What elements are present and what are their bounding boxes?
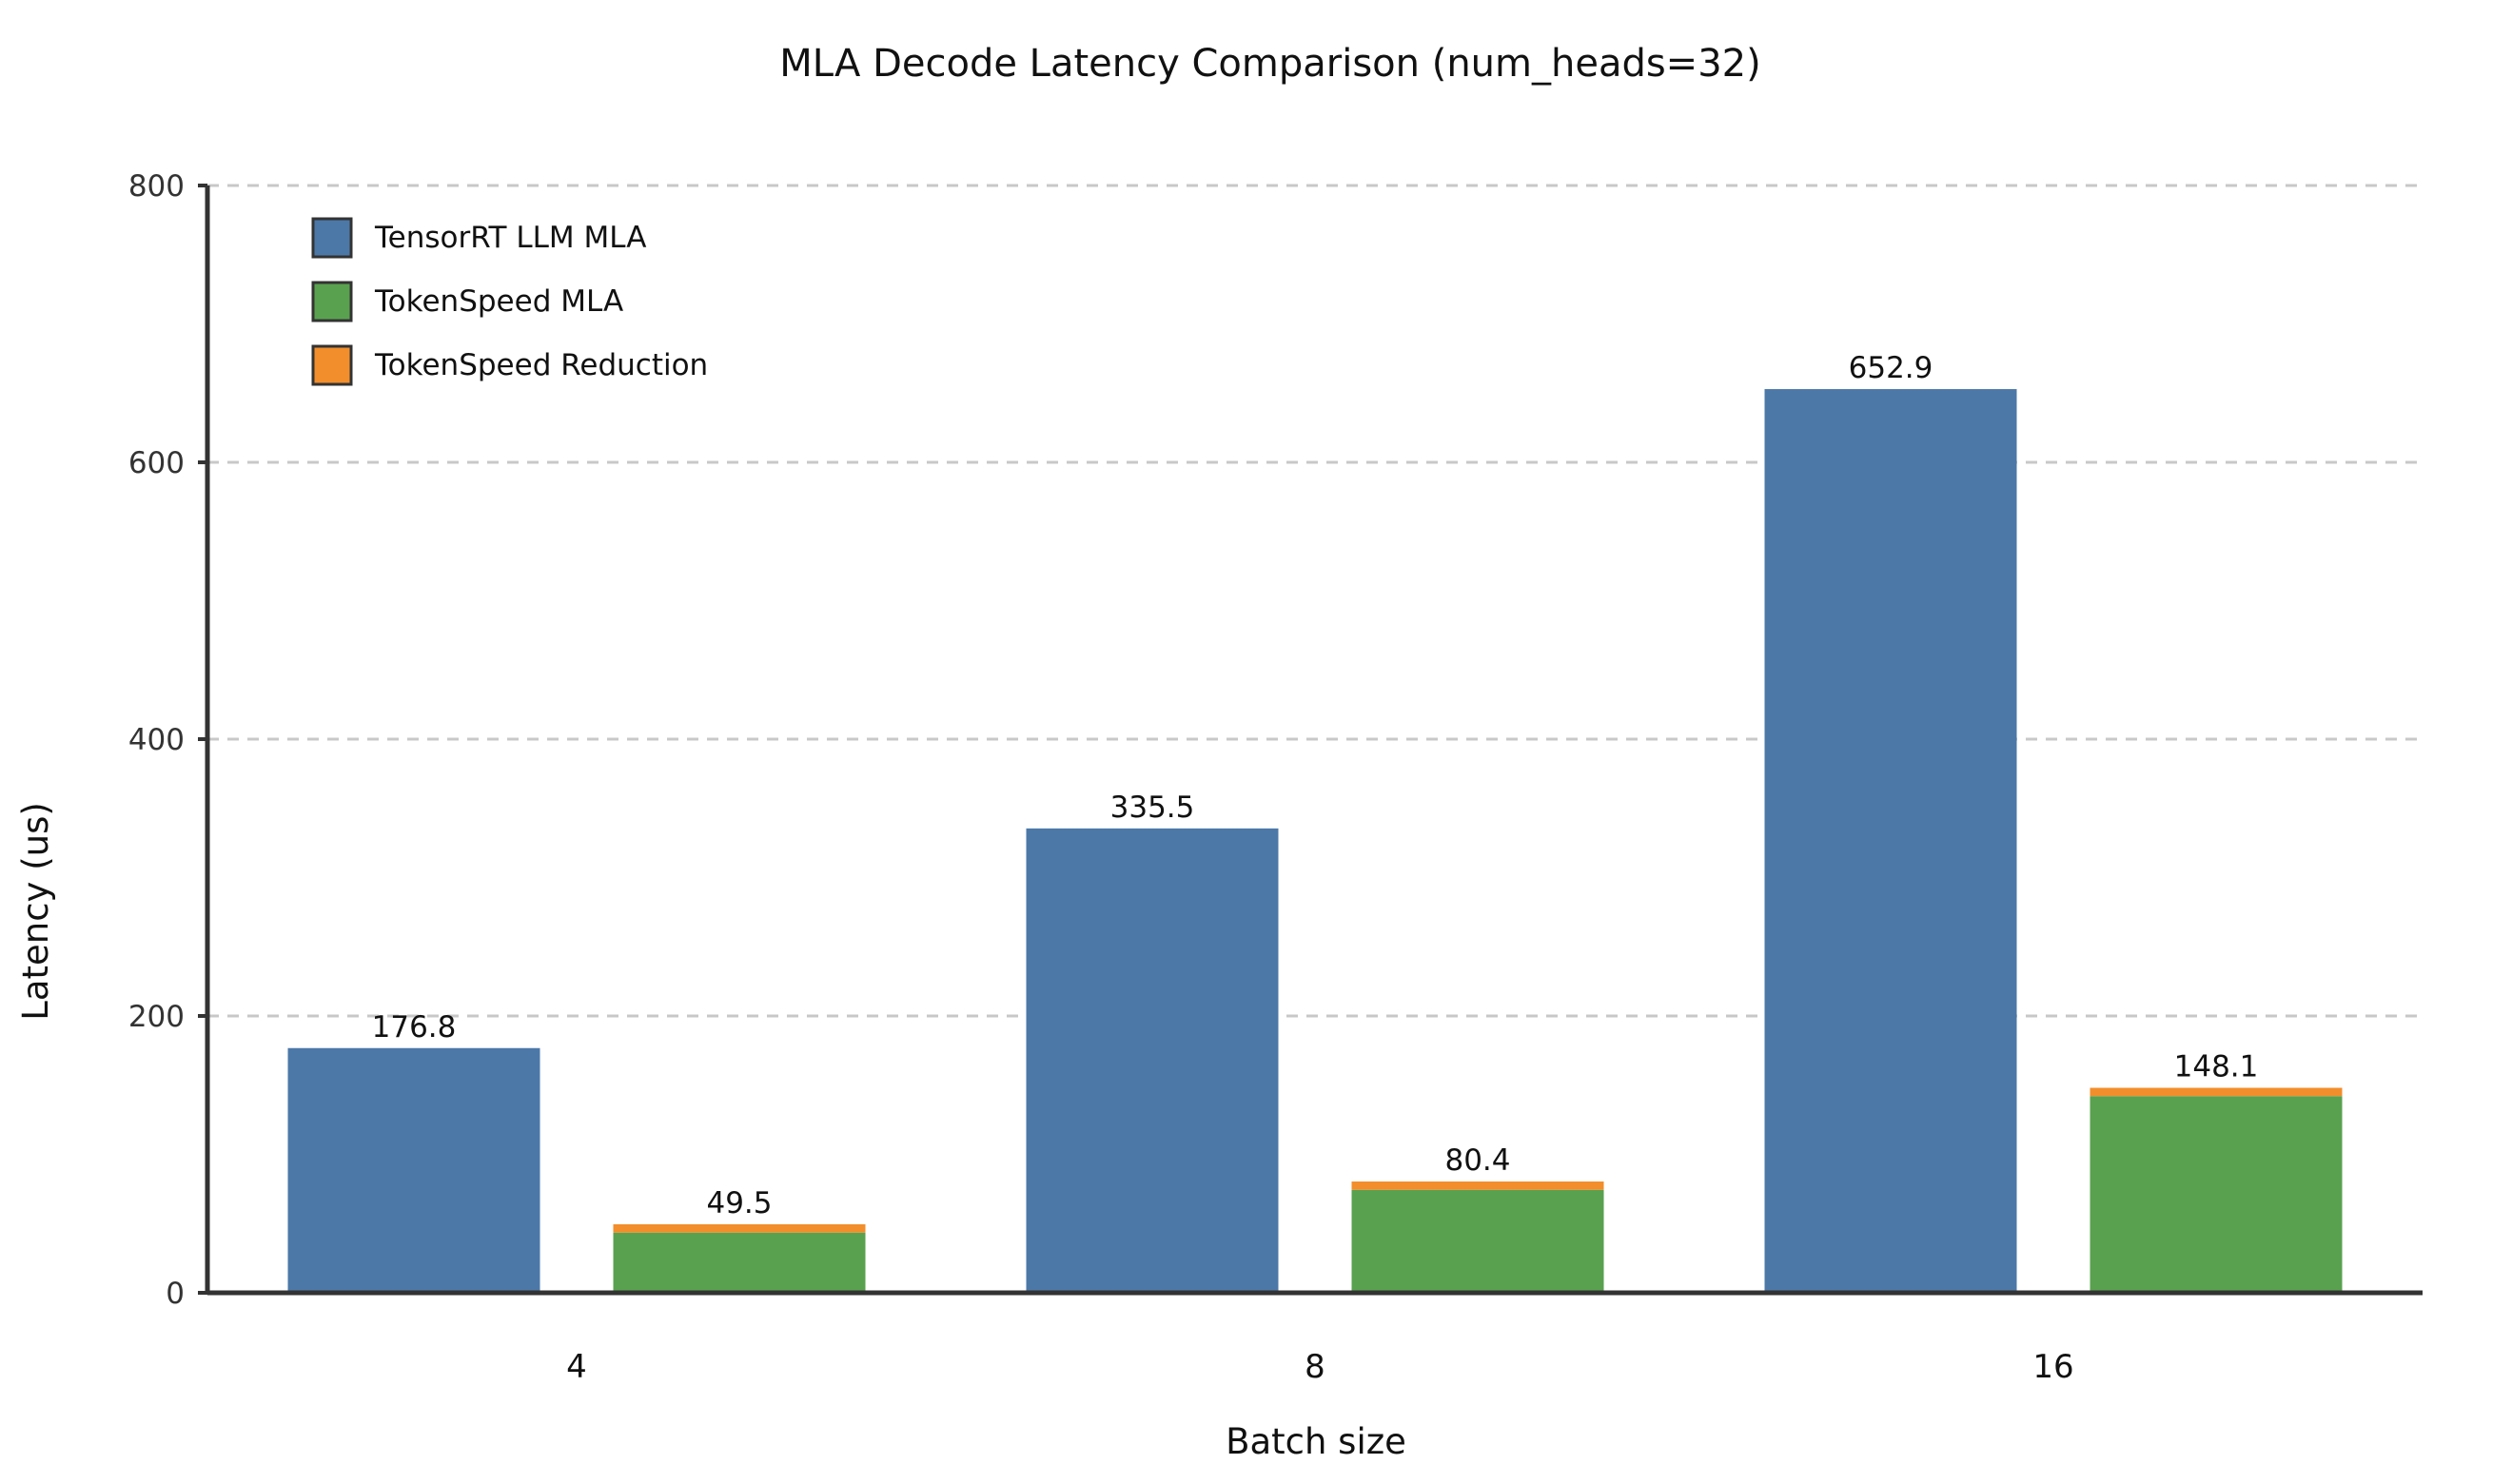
chart-title: MLA Decode Latency Comparison (num_heads…: [779, 42, 1760, 86]
x-tick-label: 16: [2032, 1348, 2073, 1386]
legend-swatch: [311, 281, 353, 322]
stack-total-label: 49.5: [706, 1186, 772, 1220]
x-tick-label: 4: [566, 1348, 587, 1386]
bar-tensorrt-llm-mla: [1764, 389, 2017, 1293]
y-tick-label: 200: [128, 1000, 185, 1034]
legend: TensorRT LLM MLA TokenSpeed MLA TokenSpeed…: [311, 217, 708, 386]
x-axis-title: Batch size: [1226, 1421, 1406, 1462]
x-tick-label: 8: [1305, 1348, 1325, 1386]
bar-tokenspeed-reduction: [613, 1223, 866, 1233]
bar-tokenspeed-mla: [2090, 1096, 2343, 1293]
bar-value-label: 652.9: [1849, 351, 1933, 385]
bar-tokenspeed-reduction: [2090, 1087, 2343, 1097]
legend-swatch: [311, 344, 353, 386]
bar-tokenspeed-reduction: [1351, 1181, 1604, 1190]
y-tick-label: 800: [128, 169, 185, 204]
y-tick-label: 400: [128, 723, 185, 757]
axes: [205, 186, 2423, 1296]
labels: 0 200 400 600 800 176.8 49.5 4 335.5 80.4 8 652.9 14…: [128, 169, 2259, 1386]
bar-tokenspeed-mla: [1351, 1189, 1604, 1293]
legend-label: TensorRT LLM MLA: [374, 221, 646, 255]
grid-lines: [198, 184, 2423, 1295]
stack-total-label: 148.1: [2174, 1050, 2259, 1084]
legend-swatch: [311, 217, 353, 259]
bar-tensorrt-llm-mla: [1026, 828, 1279, 1293]
bar-value-label: 176.8: [372, 1010, 457, 1045]
y-tick-label: 0: [166, 1277, 185, 1311]
bar-tokenspeed-mla: [613, 1232, 866, 1293]
bars: [287, 389, 2343, 1293]
legend-label: TokenSpeed MLA: [374, 284, 623, 319]
y-axis-title: Latency (us): [15, 802, 56, 1021]
y-tick-label: 600: [128, 446, 185, 480]
stack-total-label: 80.4: [1444, 1143, 1510, 1178]
bar-value-label: 335.5: [1110, 791, 1195, 825]
bar-tensorrt-llm-mla: [287, 1047, 540, 1293]
legend-label: TokenSpeed Reduction: [374, 348, 708, 382]
